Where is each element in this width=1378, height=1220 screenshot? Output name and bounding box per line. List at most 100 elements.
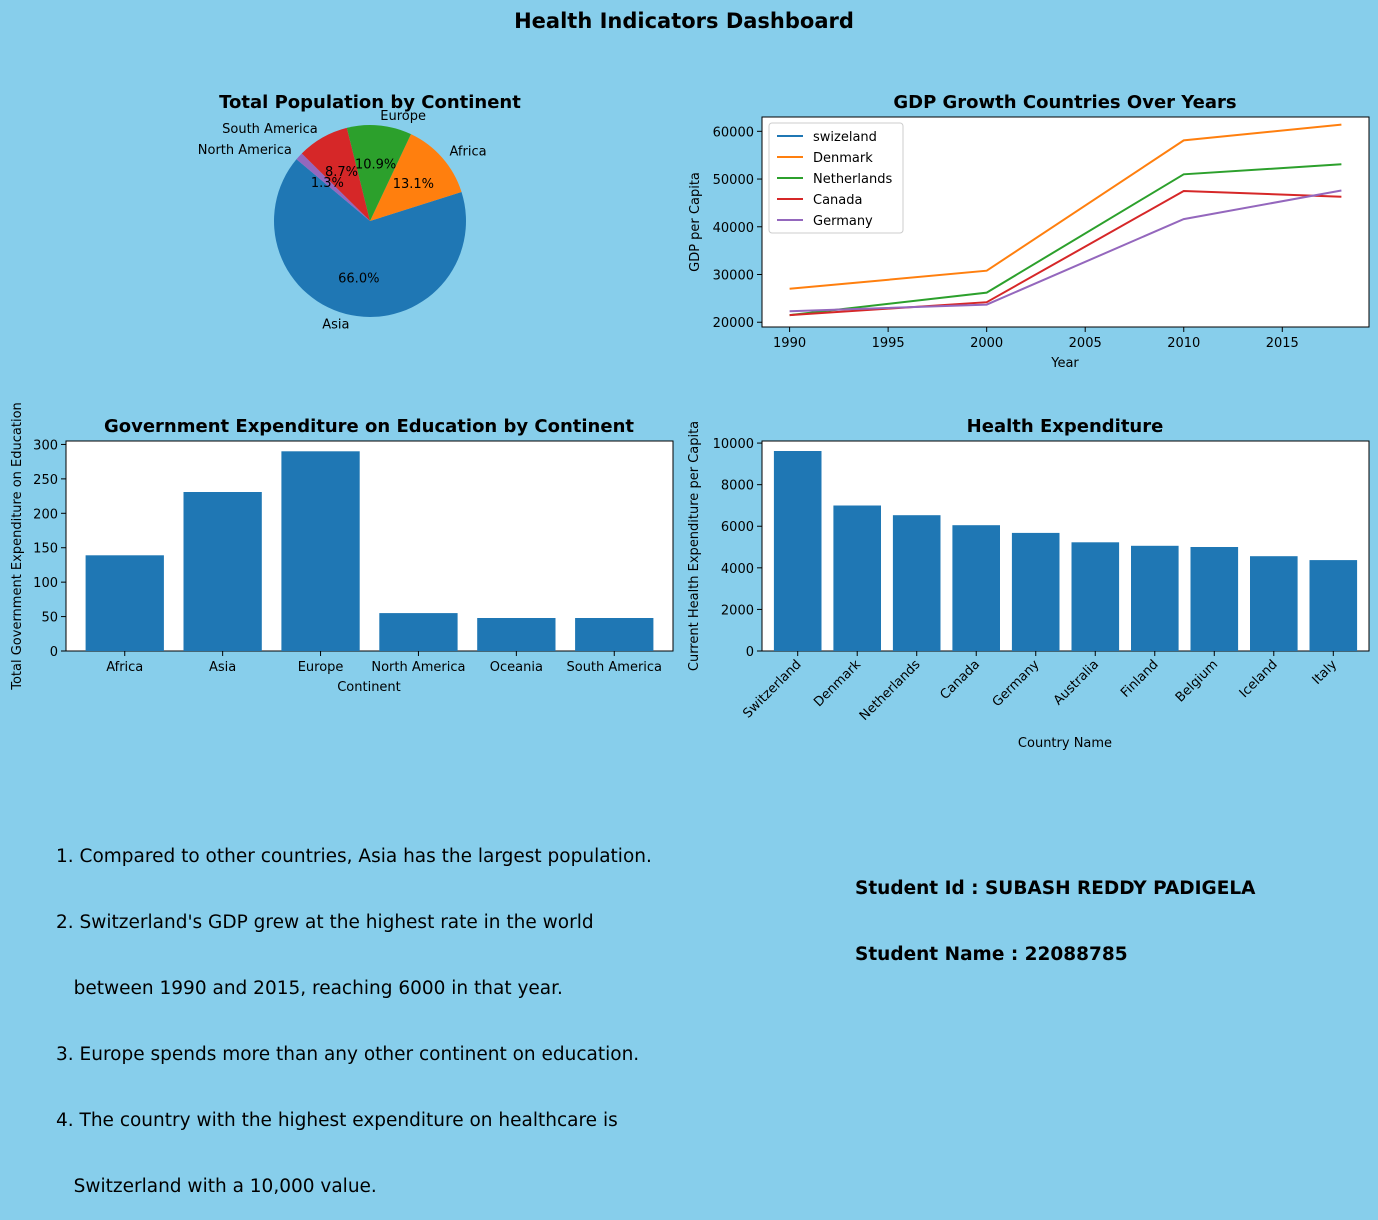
bar-x-tick-label: Finland bbox=[1118, 657, 1161, 700]
line-x-tick-label: 1995 bbox=[872, 336, 905, 351]
pie-label: North America bbox=[198, 143, 292, 158]
bar-canada bbox=[952, 525, 1000, 651]
line-y-tick-label: 50000 bbox=[713, 173, 754, 188]
pie-label: South America bbox=[222, 122, 318, 137]
line-x-tick-label: 2015 bbox=[1266, 336, 1299, 351]
line-y-label: GDP per Capita bbox=[688, 172, 703, 272]
bar-switzerland bbox=[773, 451, 822, 651]
pie-percent-label: 1.3% bbox=[311, 176, 344, 191]
line-y-tick-label: 40000 bbox=[713, 221, 754, 236]
bar-y-tick-label: 8000 bbox=[721, 479, 754, 494]
pie-title: Total Population by Continent bbox=[219, 92, 521, 113]
bar-y-tick-label: 200 bbox=[33, 507, 58, 522]
bar-north-america bbox=[379, 613, 458, 651]
health-x-label: Country Name bbox=[1018, 736, 1112, 751]
bar-x-tick-label: Denmark bbox=[811, 657, 864, 710]
findings-notes: 1. Compared to other countries, Asia has… bbox=[56, 802, 652, 1220]
bar-y-tick-label: 2000 bbox=[721, 603, 754, 618]
dashboard-canvas: Health Indicators Dashboard Total Popula… bbox=[10, 9, 1370, 751]
line-x-label: Year bbox=[1050, 356, 1079, 371]
legend-label: Germany bbox=[813, 214, 873, 229]
line-y-tick-label: 20000 bbox=[713, 316, 754, 331]
health-bar-chart: Health Expenditure Switzerland DenmarkNet… bbox=[687, 416, 1370, 751]
bar-netherlands bbox=[892, 515, 941, 651]
legend-label: Denmark bbox=[813, 151, 873, 166]
pie-label: Asia bbox=[322, 318, 349, 333]
bar-europe bbox=[281, 451, 360, 651]
bar-x-tick-label: South America bbox=[566, 660, 662, 675]
bar-x-tick-label: North America bbox=[371, 660, 465, 675]
student-id: Student Id : SUBASH REDDY PADIGELA bbox=[855, 878, 1256, 899]
legend-label: swizeland bbox=[813, 130, 877, 145]
legend-frame bbox=[768, 122, 904, 234]
bar-y-tick-label: 300 bbox=[33, 438, 58, 453]
bar-germany bbox=[1011, 532, 1060, 651]
bar-oceania bbox=[477, 618, 556, 651]
pie-slice-asia bbox=[274, 159, 467, 317]
note-line: 3. Europe spends more than any other con… bbox=[56, 1044, 640, 1065]
bar-x-tick-label: Belgium bbox=[1173, 657, 1221, 705]
note-line: between 1990 and 2015, reaching 6000 in … bbox=[56, 978, 563, 999]
bar-y-tick-label: 0 bbox=[746, 645, 754, 660]
education-x-label: Continent bbox=[337, 680, 401, 695]
bar-y-tick-label: 150 bbox=[33, 542, 58, 557]
bar-x-tick-label: Switzerland bbox=[740, 657, 804, 721]
pie-slice-europe bbox=[346, 125, 411, 221]
pie-label: Africa bbox=[450, 145, 487, 160]
student-name: Student Name : 22088785 bbox=[855, 944, 1128, 965]
line-legend: swizeland Denmark Netherlands Canada Germany bbox=[768, 122, 904, 234]
bar-iceland bbox=[1250, 556, 1298, 651]
bar-y-tick-label: 6000 bbox=[721, 520, 754, 535]
education-bar-chart: Government Expenditure on Education by C… bbox=[10, 402, 674, 695]
line-chart-title: GDP Growth Countries Over Years bbox=[893, 92, 1236, 113]
pie-label: Europe bbox=[380, 109, 426, 124]
education-plot-area bbox=[65, 440, 674, 652]
pie-percent-label: 10.9% bbox=[355, 158, 396, 173]
line-x-tick-label: 2000 bbox=[970, 336, 1003, 351]
note-line: 4. The country with the highest expendit… bbox=[56, 1110, 618, 1131]
pie-chart: Total Population by Continent Asia 66.0% A… bbox=[198, 92, 521, 333]
bar-y-tick-label: 250 bbox=[33, 473, 58, 488]
pie-percent-label: 13.1% bbox=[393, 177, 434, 192]
bar-x-tick-label: Italy bbox=[1310, 657, 1341, 688]
education-chart-title: Government Expenditure on Education by C… bbox=[104, 416, 634, 437]
line-y-tick-label: 60000 bbox=[713, 125, 754, 140]
bar-x-tick-label: Germany bbox=[990, 657, 1043, 710]
line-series-germany bbox=[789, 189, 1342, 313]
note-line: 1. Compared to other countries, Asia has… bbox=[56, 846, 652, 867]
bar-y-tick-label: 4000 bbox=[721, 562, 754, 577]
education-y-label: Total Government Expenditure on Educatio… bbox=[10, 402, 25, 691]
bar-x-tick-label: Asia bbox=[209, 660, 236, 675]
health-y-label: Current Health Expenditure per Capita bbox=[687, 421, 702, 671]
bar-x-tick-label: Africa bbox=[106, 660, 143, 675]
line-chart: GDP Growth Countries Over Years 1990 1995… bbox=[688, 92, 1370, 371]
line-x-tick-label: 2010 bbox=[1167, 336, 1200, 351]
bar-x-tick-label: Australia bbox=[1051, 657, 1102, 708]
bar-australia bbox=[1071, 542, 1120, 651]
health-chart-title: Health Expenditure bbox=[967, 416, 1164, 437]
line-x-tick-label: 1990 bbox=[773, 336, 806, 351]
bar-x-tick-label: Canada bbox=[937, 657, 983, 703]
bar-africa bbox=[85, 555, 164, 651]
pie-slice-africa bbox=[370, 134, 462, 221]
line-series-netherlands bbox=[789, 163, 1342, 317]
bar-italy bbox=[1309, 560, 1358, 651]
note-line: 2. Switzerland's GDP grew at the highest… bbox=[56, 912, 594, 933]
bar-asia bbox=[183, 492, 262, 651]
bar-belgium bbox=[1190, 547, 1239, 651]
student-info: Student Id : SUBASH REDDY PADIGELA Stude… bbox=[855, 834, 1255, 988]
dashboard-title: Health Indicators Dashboard bbox=[514, 9, 854, 33]
legend-label: Canada bbox=[813, 193, 862, 208]
bar-x-tick-label: Netherlands bbox=[857, 657, 924, 724]
pie-percent-label: 66.0% bbox=[338, 272, 379, 287]
bar-finland bbox=[1131, 545, 1179, 651]
line-x-tick-label: 2005 bbox=[1069, 336, 1102, 351]
pie-percent-label: 8.7% bbox=[325, 165, 358, 180]
pie-slice-south-america bbox=[301, 127, 370, 221]
bar-y-tick-label: 50 bbox=[41, 611, 58, 626]
pie-slice-north-america bbox=[296, 153, 370, 221]
bar-y-tick-label: 100 bbox=[33, 576, 58, 591]
bar-x-tick-label: Europe bbox=[298, 660, 344, 675]
line-y-tick-label: 30000 bbox=[713, 269, 754, 284]
line-series-denmark bbox=[789, 123, 1342, 290]
